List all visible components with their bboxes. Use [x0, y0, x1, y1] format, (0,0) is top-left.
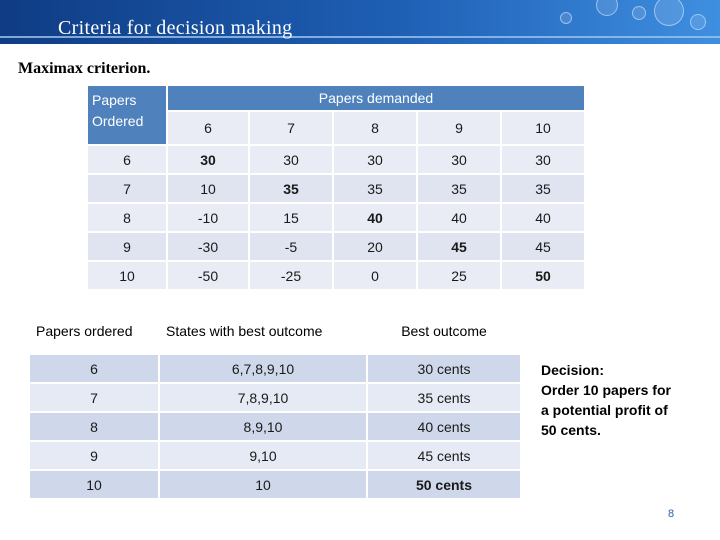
page-number: 8 — [668, 508, 675, 520]
best-ordered: 8 — [30, 413, 158, 440]
payoff-demand-row: 6 7 8 9 10 — [88, 112, 584, 144]
decorative-bubble — [690, 14, 706, 30]
header-divider — [0, 36, 720, 38]
demand-value: 8 — [334, 112, 416, 144]
demand-value: 9 — [418, 112, 500, 144]
best-outcome: 40 cents — [368, 413, 520, 440]
col-header-states: States with best outcome — [160, 311, 366, 353]
ordered-value: 8 — [88, 204, 166, 231]
payoff-cell: 35 — [502, 175, 584, 202]
payoff-row: 8 -10 15 40 40 40 — [88, 204, 584, 231]
payoff-cell: 30 — [418, 146, 500, 173]
best-outcome: 50 cents — [368, 471, 520, 498]
ordered-value: 10 — [88, 262, 166, 289]
payoff-cell: -5 — [250, 233, 332, 260]
payoff-row: 7 10 35 35 35 35 — [88, 175, 584, 202]
payoff-cell: 30 — [502, 146, 584, 173]
best-ordered: 7 — [30, 384, 158, 411]
best-header-row: Papers ordered States with best outcome … — [30, 311, 520, 353]
best-states: 7,8,9,10 — [160, 384, 366, 411]
payoff-cell: 40 — [418, 204, 500, 231]
best-row: 9 9,10 45 cents — [30, 442, 520, 469]
decision-line: Order 10 papers for — [541, 382, 671, 398]
best-row: 7 7,8,9,10 35 cents — [30, 384, 520, 411]
payoff-cell: 15 — [250, 204, 332, 231]
best-states: 9,10 — [160, 442, 366, 469]
payoff-cell: 30 — [334, 146, 416, 173]
payoff-corner-label: Papers Ordered — [88, 86, 166, 144]
best-outcome-table: Papers ordered States with best outcome … — [28, 309, 522, 500]
best-ordered: 6 — [30, 355, 158, 382]
payoff-cell: 25 — [418, 262, 500, 289]
payoff-cell: -25 — [250, 262, 332, 289]
decorative-bubble — [654, 0, 684, 26]
best-states: 8,9,10 — [160, 413, 366, 440]
payoff-cell: 50 — [502, 262, 584, 289]
demand-value: 6 — [168, 112, 248, 144]
payoff-row: 6 30 30 30 30 30 — [88, 146, 584, 173]
decision-text: Decision: Order 10 papers for a potentia… — [541, 360, 711, 440]
slide-title: Criteria for decision making — [58, 17, 293, 39]
col-header-best-outcome: Best outcome — [368, 311, 520, 353]
payoff-cell: 45 — [418, 233, 500, 260]
best-outcome: 30 cents — [368, 355, 520, 382]
best-ordered: 10 — [30, 471, 158, 498]
best-outcome: 35 cents — [368, 384, 520, 411]
payoff-cell: 0 — [334, 262, 416, 289]
payoff-cell: 30 — [250, 146, 332, 173]
payoff-cell: 10 — [168, 175, 248, 202]
best-row: 10 10 50 cents — [30, 471, 520, 498]
payoff-cell: 35 — [418, 175, 500, 202]
slide-subtitle: Maximax criterion. — [18, 60, 151, 77]
payoff-row: 10 -50 -25 0 25 50 — [88, 262, 584, 289]
demand-value: 7 — [250, 112, 332, 144]
payoff-row: 9 -30 -5 20 45 45 — [88, 233, 584, 260]
ordered-value: 7 — [88, 175, 166, 202]
payoff-demand-header: Papers demanded — [168, 86, 584, 110]
payoff-cell: 35 — [250, 175, 332, 202]
decorative-bubble — [632, 6, 646, 20]
payoff-cell: 40 — [502, 204, 584, 231]
payoff-cell: 35 — [334, 175, 416, 202]
payoff-cell: 20 — [334, 233, 416, 260]
best-row: 6 6,7,8,9,10 30 cents — [30, 355, 520, 382]
decision-line: 50 cents. — [541, 422, 601, 438]
ordered-value: 9 — [88, 233, 166, 260]
payoff-cell: 40 — [334, 204, 416, 231]
best-states: 10 — [160, 471, 366, 498]
decorative-bubble — [596, 0, 618, 16]
decorative-bubble — [560, 12, 572, 24]
payoff-table: Papers Ordered Papers demanded 6 7 8 9 1… — [86, 84, 586, 291]
best-outcome: 45 cents — [368, 442, 520, 469]
payoff-cell: 30 — [168, 146, 248, 173]
payoff-cell: -10 — [168, 204, 248, 231]
payoff-cell: -30 — [168, 233, 248, 260]
col-header-papers-ordered: Papers ordered — [30, 311, 158, 353]
payoff-cell: 45 — [502, 233, 584, 260]
header-bar: Criteria for decision making — [0, 0, 720, 44]
best-ordered: 9 — [30, 442, 158, 469]
payoff-cell: -50 — [168, 262, 248, 289]
payoff-corner-text: Papers Ordered — [92, 92, 144, 129]
payoff-header-row: Papers Ordered Papers demanded — [88, 86, 584, 144]
ordered-value: 6 — [88, 146, 166, 173]
best-row: 8 8,9,10 40 cents — [30, 413, 520, 440]
best-states: 6,7,8,9,10 — [160, 355, 366, 382]
decision-line: Decision: — [541, 362, 605, 378]
decision-line: a potential profit of — [541, 402, 668, 418]
demand-value: 10 — [502, 112, 584, 144]
